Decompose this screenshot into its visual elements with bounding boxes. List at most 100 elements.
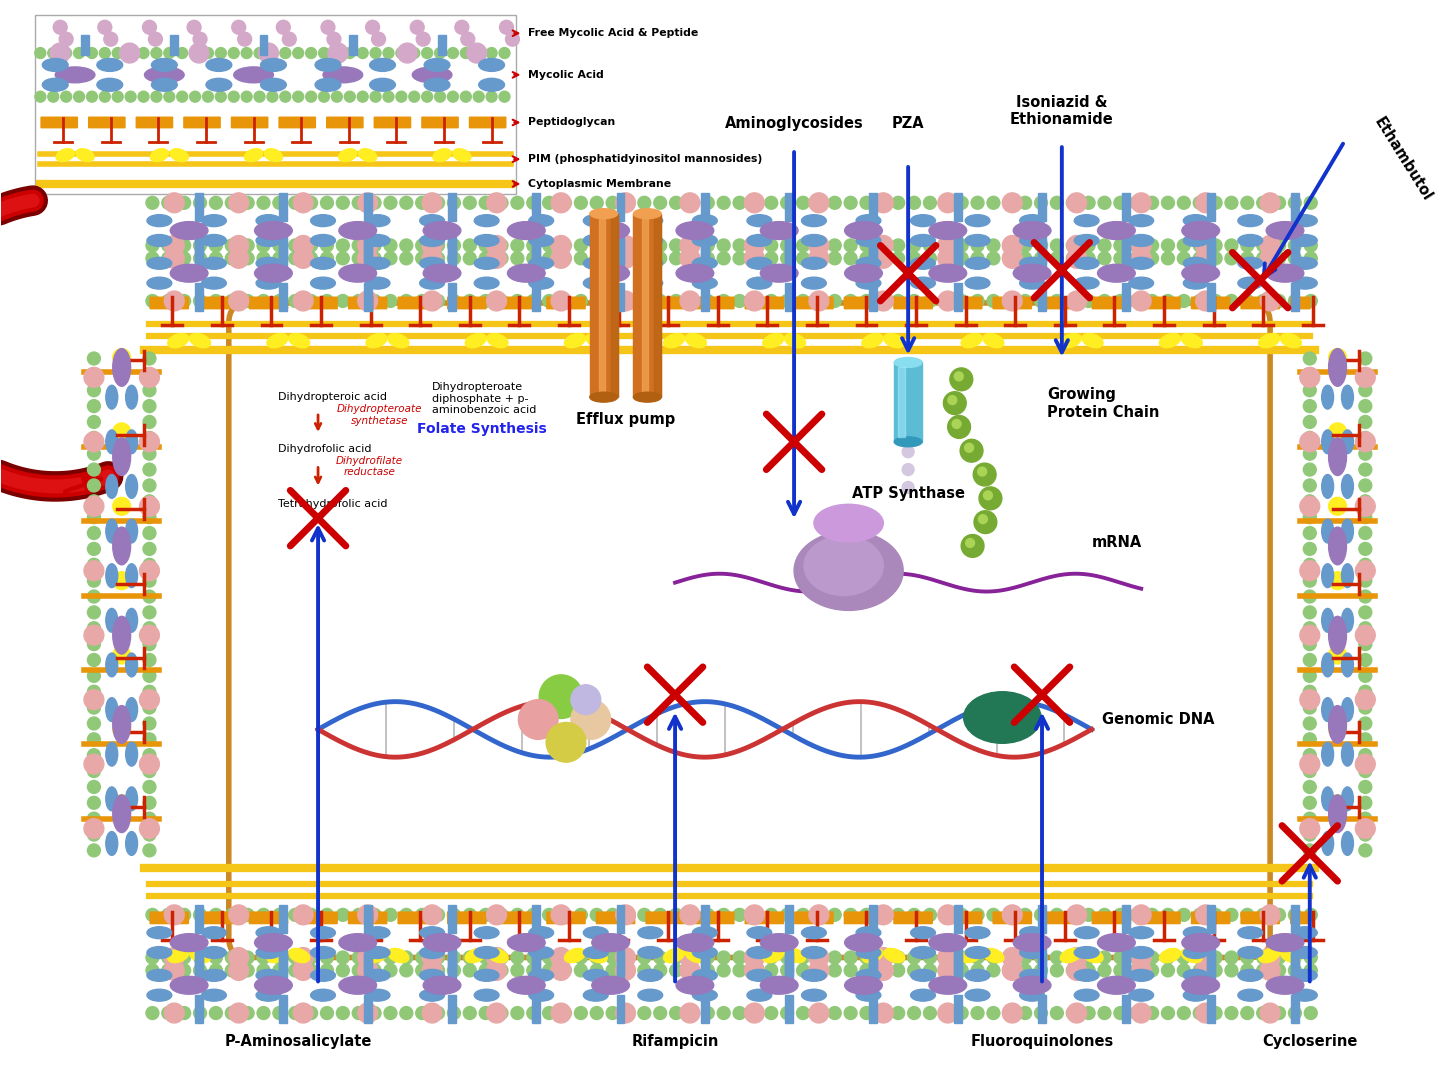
Ellipse shape xyxy=(1082,948,1103,963)
Circle shape xyxy=(100,91,110,102)
Circle shape xyxy=(606,964,619,977)
Ellipse shape xyxy=(254,265,292,282)
Ellipse shape xyxy=(884,334,905,348)
Circle shape xyxy=(654,908,667,921)
Circle shape xyxy=(1019,1006,1031,1019)
Circle shape xyxy=(956,239,969,252)
Circle shape xyxy=(1303,368,1316,381)
Ellipse shape xyxy=(911,926,936,938)
Circle shape xyxy=(366,20,379,34)
Circle shape xyxy=(622,239,635,252)
Ellipse shape xyxy=(145,67,184,83)
Ellipse shape xyxy=(1019,257,1044,269)
Circle shape xyxy=(87,448,100,461)
Ellipse shape xyxy=(1342,385,1353,409)
FancyBboxPatch shape xyxy=(1290,297,1310,310)
Bar xyxy=(1122,240,1131,268)
Text: Free Mycolic Acid & Peptide: Free Mycolic Acid & Peptide xyxy=(528,28,698,39)
Circle shape xyxy=(1225,1006,1238,1019)
Ellipse shape xyxy=(256,926,281,938)
Ellipse shape xyxy=(529,969,554,981)
Text: Peptidoglycan: Peptidoglycan xyxy=(528,117,616,127)
Circle shape xyxy=(622,252,635,265)
Circle shape xyxy=(479,295,492,308)
Circle shape xyxy=(701,951,714,964)
FancyBboxPatch shape xyxy=(547,911,586,924)
Circle shape xyxy=(479,964,492,977)
Ellipse shape xyxy=(254,222,292,240)
Ellipse shape xyxy=(419,278,444,289)
Circle shape xyxy=(385,951,396,964)
Circle shape xyxy=(616,1003,635,1023)
Circle shape xyxy=(972,239,983,252)
Circle shape xyxy=(1113,196,1126,209)
Bar xyxy=(81,36,90,55)
Circle shape xyxy=(590,951,603,964)
Circle shape xyxy=(1359,606,1372,619)
Circle shape xyxy=(305,951,318,964)
Circle shape xyxy=(1303,590,1316,603)
Circle shape xyxy=(1359,542,1372,555)
Circle shape xyxy=(486,47,497,58)
Ellipse shape xyxy=(311,235,335,246)
Ellipse shape xyxy=(201,989,227,1001)
Ellipse shape xyxy=(1329,706,1346,744)
Bar xyxy=(701,240,709,268)
Circle shape xyxy=(1002,249,1022,268)
Circle shape xyxy=(447,196,460,209)
Circle shape xyxy=(938,292,957,311)
Ellipse shape xyxy=(1183,278,1207,289)
Ellipse shape xyxy=(147,947,172,959)
Circle shape xyxy=(337,252,350,265)
Bar xyxy=(785,905,792,933)
Circle shape xyxy=(1098,252,1111,265)
Circle shape xyxy=(162,951,175,964)
Circle shape xyxy=(765,964,778,977)
Circle shape xyxy=(84,367,104,387)
Circle shape xyxy=(542,239,555,252)
Circle shape xyxy=(1019,964,1031,977)
FancyBboxPatch shape xyxy=(1290,911,1310,924)
Circle shape xyxy=(510,252,523,265)
Ellipse shape xyxy=(1238,235,1262,246)
Circle shape xyxy=(1303,542,1316,555)
Text: Growing
Protein Chain: Growing Protein Chain xyxy=(1047,387,1160,420)
Ellipse shape xyxy=(801,969,826,981)
Circle shape xyxy=(87,91,97,102)
Circle shape xyxy=(1050,295,1063,308)
Circle shape xyxy=(1209,295,1222,308)
Circle shape xyxy=(139,690,159,709)
Bar xyxy=(785,995,792,1023)
Circle shape xyxy=(765,908,778,921)
Circle shape xyxy=(1196,905,1216,924)
FancyBboxPatch shape xyxy=(1190,911,1231,924)
Circle shape xyxy=(327,32,341,46)
Circle shape xyxy=(781,252,794,265)
Ellipse shape xyxy=(508,265,545,282)
Circle shape xyxy=(654,1006,667,1019)
Circle shape xyxy=(873,249,894,268)
Circle shape xyxy=(143,796,156,809)
Circle shape xyxy=(479,908,492,921)
Circle shape xyxy=(87,463,100,476)
Ellipse shape xyxy=(126,742,137,766)
Circle shape xyxy=(622,908,635,921)
Circle shape xyxy=(860,1006,873,1019)
Circle shape xyxy=(1098,951,1111,964)
Bar xyxy=(1206,240,1215,268)
Ellipse shape xyxy=(126,608,137,633)
Circle shape xyxy=(241,252,254,265)
Bar xyxy=(195,905,202,933)
Circle shape xyxy=(765,1006,778,1019)
Circle shape xyxy=(1177,295,1190,308)
Ellipse shape xyxy=(508,934,545,951)
Ellipse shape xyxy=(474,235,499,246)
FancyBboxPatch shape xyxy=(696,297,735,310)
Bar xyxy=(171,36,178,55)
Circle shape xyxy=(113,349,130,367)
Circle shape xyxy=(1303,415,1316,428)
Text: PZA: PZA xyxy=(892,116,924,131)
Circle shape xyxy=(717,1006,730,1019)
Circle shape xyxy=(1257,951,1270,964)
Bar xyxy=(532,995,541,1023)
